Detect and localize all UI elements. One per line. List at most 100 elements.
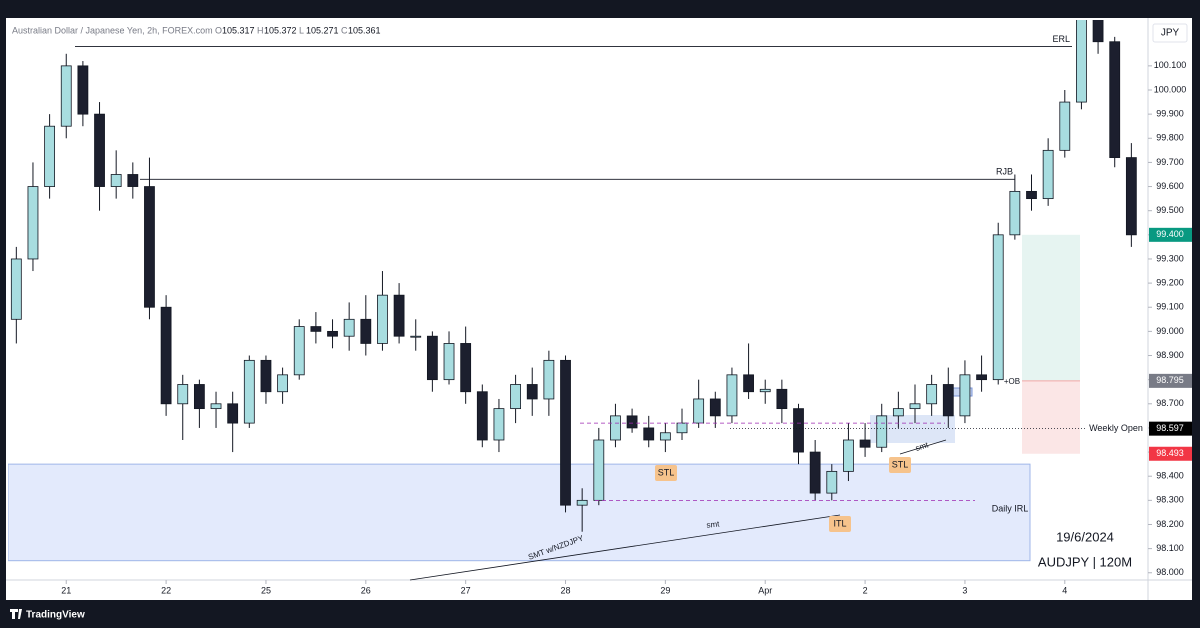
annotation: STL — [892, 459, 909, 469]
candle — [476, 384, 488, 448]
candle — [510, 374, 521, 424]
x-tick-label: 26 — [361, 585, 371, 595]
smt-line — [899, 439, 947, 455]
y-tick-label: 98.200 — [1156, 519, 1184, 529]
candle-body — [460, 343, 472, 393]
candle-body — [1026, 190, 1037, 200]
candle-body — [410, 335, 422, 338]
weekly-open-tag: 98.597 — [1156, 423, 1184, 433]
candle — [709, 391, 721, 428]
brand-logo — [10, 609, 22, 619]
candle — [144, 157, 155, 320]
candle-body — [94, 113, 105, 187]
candle — [1125, 143, 1137, 247]
candle-body — [127, 174, 139, 187]
y-tick-label: 98.300 — [1156, 495, 1184, 505]
candle — [327, 319, 338, 349]
candle — [260, 355, 272, 404]
candle — [1092, 20, 1104, 54]
candle-body — [310, 326, 322, 332]
candle-body — [160, 306, 172, 405]
candle-body — [1009, 190, 1021, 236]
candle-body — [743, 374, 754, 393]
candle-body — [876, 415, 888, 448]
candle-body — [210, 403, 222, 410]
y-tick-label: 100.000 — [1154, 84, 1187, 94]
x-tick-label: 25 — [261, 585, 271, 595]
candle — [1059, 90, 1071, 158]
y-tick-label: 98.000 — [1156, 567, 1184, 577]
candle-body — [942, 384, 954, 417]
header-ohlc-key: L — [299, 25, 304, 35]
label-box — [889, 457, 911, 473]
candle — [909, 384, 921, 424]
candle — [426, 331, 438, 392]
level-label: RJB — [996, 167, 1013, 177]
candle-body — [193, 384, 205, 410]
candle-body — [443, 343, 455, 381]
candle — [626, 408, 638, 433]
candle-body — [709, 398, 721, 417]
candle — [576, 488, 588, 532]
candle-body — [693, 398, 705, 424]
candle — [743, 343, 754, 399]
y-tick-label: 100.100 — [1154, 60, 1187, 70]
y-tick-label: 99.000 — [1156, 326, 1184, 336]
candle-body — [360, 318, 372, 344]
candle-body — [892, 408, 904, 417]
candle-body — [426, 335, 438, 381]
candle-body — [543, 359, 555, 400]
candle-body — [1092, 20, 1104, 43]
currency-box — [1152, 23, 1188, 43]
smt-line — [409, 514, 841, 581]
candle-body — [77, 65, 89, 115]
x-tick-label: 4 — [1062, 585, 1067, 595]
header-ohlc-key: O — [215, 25, 222, 35]
candle-body — [227, 403, 239, 424]
candle — [360, 295, 372, 356]
candle — [60, 53, 72, 139]
candle — [826, 464, 838, 501]
candle — [959, 360, 971, 424]
candle-body — [826, 470, 838, 494]
candle — [942, 367, 954, 428]
candle — [560, 355, 571, 513]
x-tick-label: 2 — [863, 585, 868, 595]
candle — [892, 391, 904, 428]
candle — [926, 374, 938, 416]
candle — [693, 379, 705, 428]
stop-area — [1022, 380, 1080, 454]
candle-body — [1076, 20, 1087, 103]
candle-body — [926, 384, 938, 405]
candle-body — [909, 403, 921, 410]
y-tick-label: 99.200 — [1156, 277, 1184, 287]
stop-tag-bg — [1149, 446, 1192, 461]
candle — [377, 271, 388, 351]
header-ohlc-value: 105.372 — [264, 25, 297, 35]
candle — [443, 331, 455, 385]
candle — [793, 403, 804, 465]
candle — [843, 423, 854, 482]
candle-body — [260, 359, 272, 393]
weekly-open-label: Weekly Open — [1089, 423, 1143, 433]
y-tick-label: 99.800 — [1156, 133, 1184, 143]
candle — [1026, 174, 1037, 211]
header-ohlc-key: C — [341, 25, 348, 35]
y-tick-label: 98.400 — [1156, 471, 1184, 481]
candle — [460, 326, 472, 404]
candle-body — [526, 384, 538, 400]
candle-body — [393, 294, 405, 337]
candle-body — [10, 258, 22, 320]
annotation: AUDJPY | 120M — [1038, 554, 1132, 569]
y-tick-label: 99.300 — [1156, 253, 1184, 263]
candle — [410, 319, 422, 351]
candle — [876, 403, 888, 453]
annotation: 19/6/2024 — [1056, 529, 1114, 544]
candle-body — [293, 326, 305, 376]
header-ohlc-value: 105.361 — [348, 25, 381, 35]
y-tick-label: 99.700 — [1156, 157, 1184, 167]
header-ohlc-value: 105.317 — [222, 25, 255, 35]
label-box — [655, 465, 677, 481]
x-tick-label: 27 — [461, 585, 471, 595]
